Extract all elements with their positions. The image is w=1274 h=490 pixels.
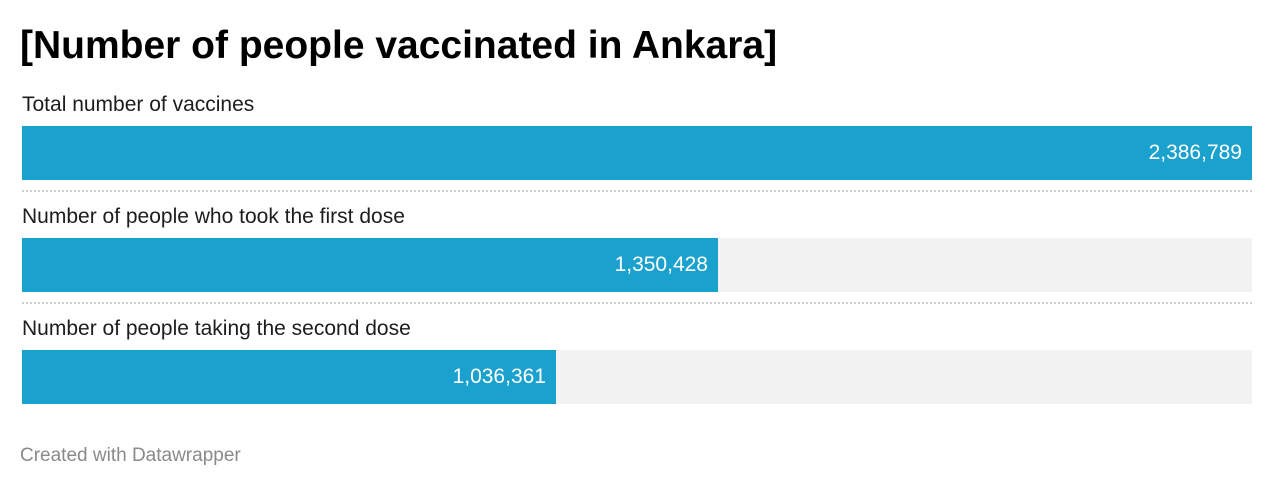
row-divider	[22, 302, 1252, 304]
category-label: Total number of vaccines	[22, 93, 255, 116]
bar-row: Total number of vaccines 2,386,789	[22, 88, 1252, 200]
bar[interactable]	[22, 238, 718, 292]
bar-track: 2,386,789	[22, 126, 1252, 180]
bar-track: 1,350,428	[22, 238, 1252, 292]
bar[interactable]	[22, 350, 556, 404]
bar-value-label: 1,350,428	[614, 253, 708, 276]
bar-rows: Total number of vaccines 2,386,789 Number …	[22, 88, 1252, 424]
bar-row: Number of people taking the second dose 1…	[22, 312, 1252, 424]
datawrapper-credit[interactable]: Created with Datawrapper	[20, 445, 241, 466]
category-label: Number of people taking the second dose	[22, 317, 411, 340]
bar-value-label: 1,036,361	[452, 365, 546, 388]
category-label: Number of people who took the first dose	[22, 205, 405, 228]
bar[interactable]	[22, 126, 1252, 180]
bar-value-label: 2,386,789	[1148, 141, 1242, 164]
bar-row: Number of people who took the first dose…	[22, 200, 1252, 312]
row-divider	[22, 190, 1252, 192]
chart-title: [Number of people vaccinated in Ankara]	[20, 24, 778, 67]
bar-track: 1,036,361	[22, 350, 1252, 404]
